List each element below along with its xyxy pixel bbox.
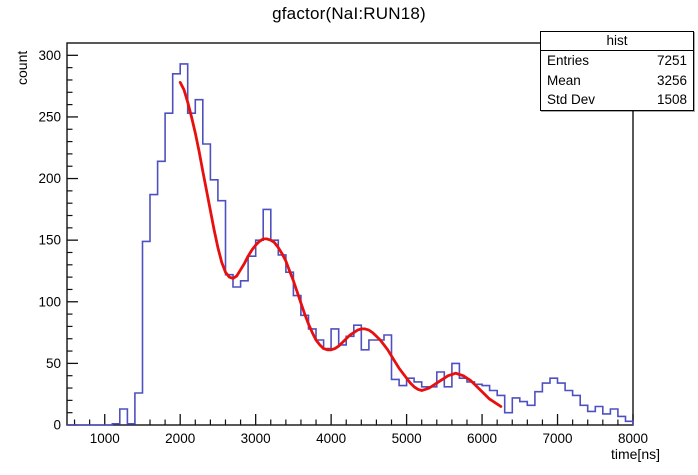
stats-row: Std Dev 1508 (541, 90, 693, 110)
stats-value: 7251 (656, 53, 687, 68)
stats-label: Entries (547, 53, 590, 68)
x-tick-label: 2000 (165, 431, 195, 446)
x-axis-label: time[ns] (610, 446, 660, 462)
y-tick-label: 50 (46, 356, 61, 371)
plot-title: gfactor(NaI:RUN18) (272, 4, 426, 23)
y-axis-ticks (67, 54, 78, 426)
fit-curve-path (178, 81, 503, 408)
stats-title: hist (541, 32, 693, 51)
x-tick-label: 6000 (467, 431, 497, 446)
stats-row: Entries 7251 (541, 51, 693, 71)
x-tick-label: 4000 (316, 431, 346, 446)
x-tick-label: 7000 (543, 431, 573, 446)
x-tick-label: 3000 (241, 431, 271, 446)
x-tick-label: 8000 (618, 431, 648, 446)
y-tick-label: 150 (38, 233, 61, 248)
stats-label: Mean (547, 72, 581, 88)
stats-label: Std Dev (547, 92, 596, 107)
stats-value: 1508 (656, 92, 687, 107)
y-tick-label: 0 (53, 418, 61, 433)
plot-frame (66, 42, 634, 426)
stats-row: Mean 3256 (541, 71, 693, 91)
stats-box: hist Entries 7251 Mean 3256 Std Dev 1508 (540, 31, 694, 111)
y-tick-label: 200 (38, 171, 61, 186)
y-tick-labels: 0 50 100 150 200 250 300 (38, 48, 61, 433)
x-axis-ticks (73, 414, 634, 425)
histogram-line (67, 63, 634, 426)
y-tick-label: 250 (38, 109, 61, 124)
x-tick-label: 1000 (90, 431, 120, 446)
x-tick-labels: 1000 2000 3000 4000 5000 6000 7000 8000 (90, 431, 648, 446)
y-tick-label: 100 (38, 294, 61, 309)
histogram-path (67, 63, 634, 426)
fit-curve (178, 81, 503, 408)
stats-value: 3256 (656, 72, 687, 88)
x-tick-label: 5000 (392, 431, 422, 446)
y-tick-label: 300 (38, 48, 61, 63)
